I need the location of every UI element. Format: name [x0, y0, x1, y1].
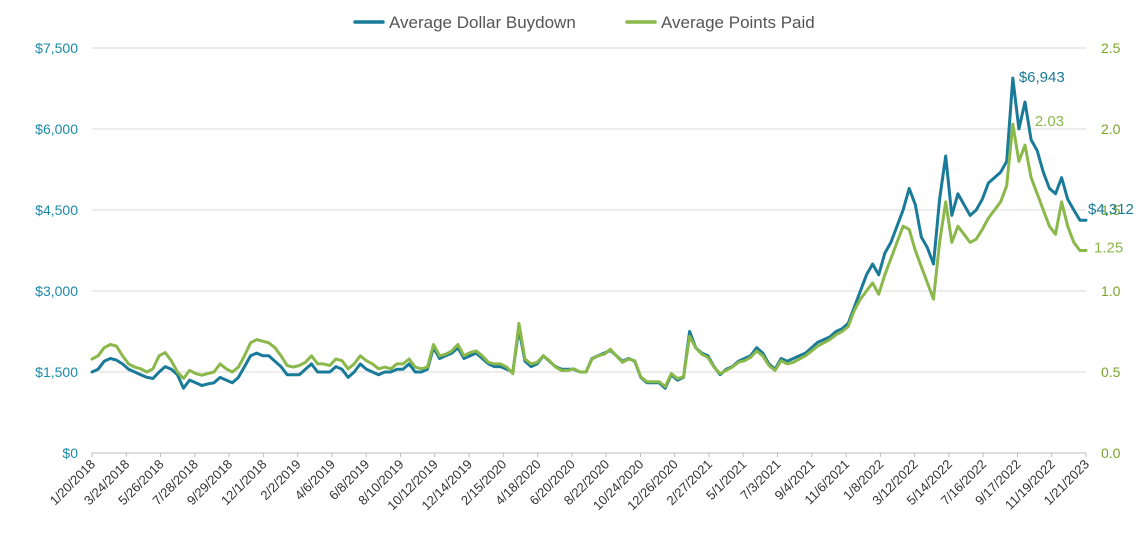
left-axis-tick-label: $7,500 — [35, 40, 78, 56]
left-axis-tick-label: $4,500 — [35, 202, 78, 218]
left-axis-tick-label: $0 — [62, 445, 78, 461]
right-axis-tick-label: 0.5 — [1101, 364, 1121, 380]
right-axis-tick-label: 1.5 — [1101, 202, 1121, 218]
annotation-peak-dollar: $6,943 — [1019, 69, 1065, 86]
legend-entry: Average Dollar Buydown — [389, 13, 576, 32]
series-line-points-paid — [90, 122, 1088, 389]
right-axis-tick-label: 1.0 — [1101, 283, 1121, 299]
right-axis-tick-label: 0.0 — [1101, 445, 1121, 461]
annotation-peak-points: 2.03 — [1035, 113, 1064, 130]
annotation-last-dollar: $4,312 — [1088, 201, 1134, 218]
annotation-last-points: 1.25 — [1094, 240, 1123, 257]
left-axis-tick-label: $6,000 — [35, 121, 78, 137]
series-line-dollar-buydown — [90, 76, 1088, 390]
right-axis-tick-label: 2.5 — [1101, 40, 1121, 56]
left-axis-tick-label: $3,000 — [35, 283, 78, 299]
legend-entry: Average Points Paid — [661, 13, 815, 32]
left-axis-tick-label: $1,500 — [35, 364, 78, 380]
right-axis-tick-label: 2.0 — [1101, 121, 1121, 137]
